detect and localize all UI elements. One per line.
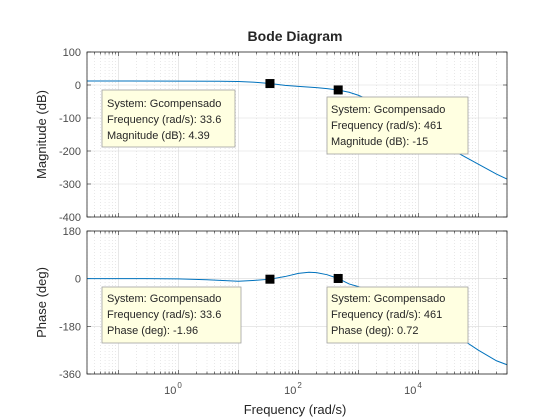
datatip-system-text: System: Gcompensado [331, 104, 445, 116]
y-tick-label: -200 [59, 146, 81, 158]
datatip-value-text: Magnitude (dB): 4.39 [107, 130, 210, 142]
phase-datatip-1[interactable]: System: Gcompensado Frequency (rad/s): 3… [101, 274, 275, 344]
x-tick-label: 10 0 [164, 381, 182, 397]
y-tick-label: 0 [75, 274, 81, 286]
phase-y-tick-labels: 180 0 -180 -360 [59, 226, 81, 381]
datatip-system-text: System: Gcompensado [331, 293, 445, 305]
datatip-box [101, 286, 242, 344]
y-tick-label: -300 [59, 179, 81, 191]
magnitude-datatip-1[interactable]: System: Gcompensado Frequency (rad/s): 3… [101, 79, 275, 148]
datatip-value-text: Phase (deg): 0.72 [331, 325, 418, 337]
datatip-frequency-text: Frequency (rad/s): 461 [331, 120, 442, 132]
x-tick-label-base: 10 [284, 385, 296, 397]
phase-axes-box [86, 230, 508, 375]
datatip-frequency-text: Frequency (rad/s): 33.6 [107, 309, 221, 321]
y-tick-label: 180 [63, 226, 81, 238]
datatip-marker[interactable] [333, 273, 343, 283]
datatip-frequency-text: Frequency (rad/s): 33.6 [107, 114, 221, 126]
x-tick-label-exponent: 2 [297, 381, 302, 390]
datatip-box [101, 89, 236, 148]
magnitude-y-tick-labels: 100 0 -100 -200 -300 -400 [59, 47, 81, 224]
magnitude-panel: 100 0 -100 -200 -300 -400 Magnitude (dB) Syst… [34, 47, 508, 224]
chart-title: Bode Diagram [248, 28, 343, 44]
x-axis-label: Frequency (rad/s) [244, 402, 347, 417]
y-tick-label: 100 [63, 47, 81, 59]
x-tick-label-base: 10 [164, 385, 176, 397]
magnitude-datatip-2[interactable]: System: Gcompensado Frequency (rad/s): 4… [326, 85, 469, 155]
phase-y-axis-label: Phase (deg) [34, 267, 49, 338]
datatip-marker[interactable] [265, 79, 275, 89]
datatip-box [326, 96, 469, 155]
datatip-marker[interactable] [333, 85, 343, 95]
phase-datatip-2[interactable]: System: Gcompensado Frequency (rad/s): 4… [326, 273, 469, 344]
y-tick-label: 0 [75, 80, 81, 92]
datatip-value-text: Phase (deg): -1.96 [107, 325, 198, 337]
y-tick-label: -100 [59, 113, 81, 125]
datatip-marker[interactable] [265, 274, 275, 284]
x-tick-label-exponent: 4 [417, 381, 422, 390]
x-tick-label-base: 10 [404, 385, 416, 397]
x-tick-label-exponent: 0 [177, 381, 182, 390]
y-tick-label: -400 [59, 212, 81, 224]
x-tick-labels: 10 0 10 2 10 4 [164, 381, 422, 397]
y-tick-label: -360 [59, 369, 81, 381]
magnitude-y-axis-label: Magnitude (dB) [34, 90, 49, 179]
magnitude-tick-marks [86, 51, 508, 218]
datatip-value-text: Magnitude (dB): -15 [331, 136, 428, 148]
phase-tick-marks [86, 230, 508, 375]
datatip-frequency-text: Frequency (rad/s): 461 [331, 309, 442, 321]
datatip-system-text: System: Gcompensado [107, 98, 221, 110]
x-tick-label: 10 4 [404, 381, 422, 397]
phase-panel: 180 0 -180 -360 Phase (deg) System: Gcompen… [34, 226, 508, 381]
datatip-system-text: System: Gcompensado [107, 293, 221, 305]
x-tick-label: 10 2 [284, 381, 302, 397]
magnitude-axes-box [86, 51, 508, 218]
datatip-box [326, 286, 469, 344]
y-tick-label: -180 [59, 321, 81, 333]
